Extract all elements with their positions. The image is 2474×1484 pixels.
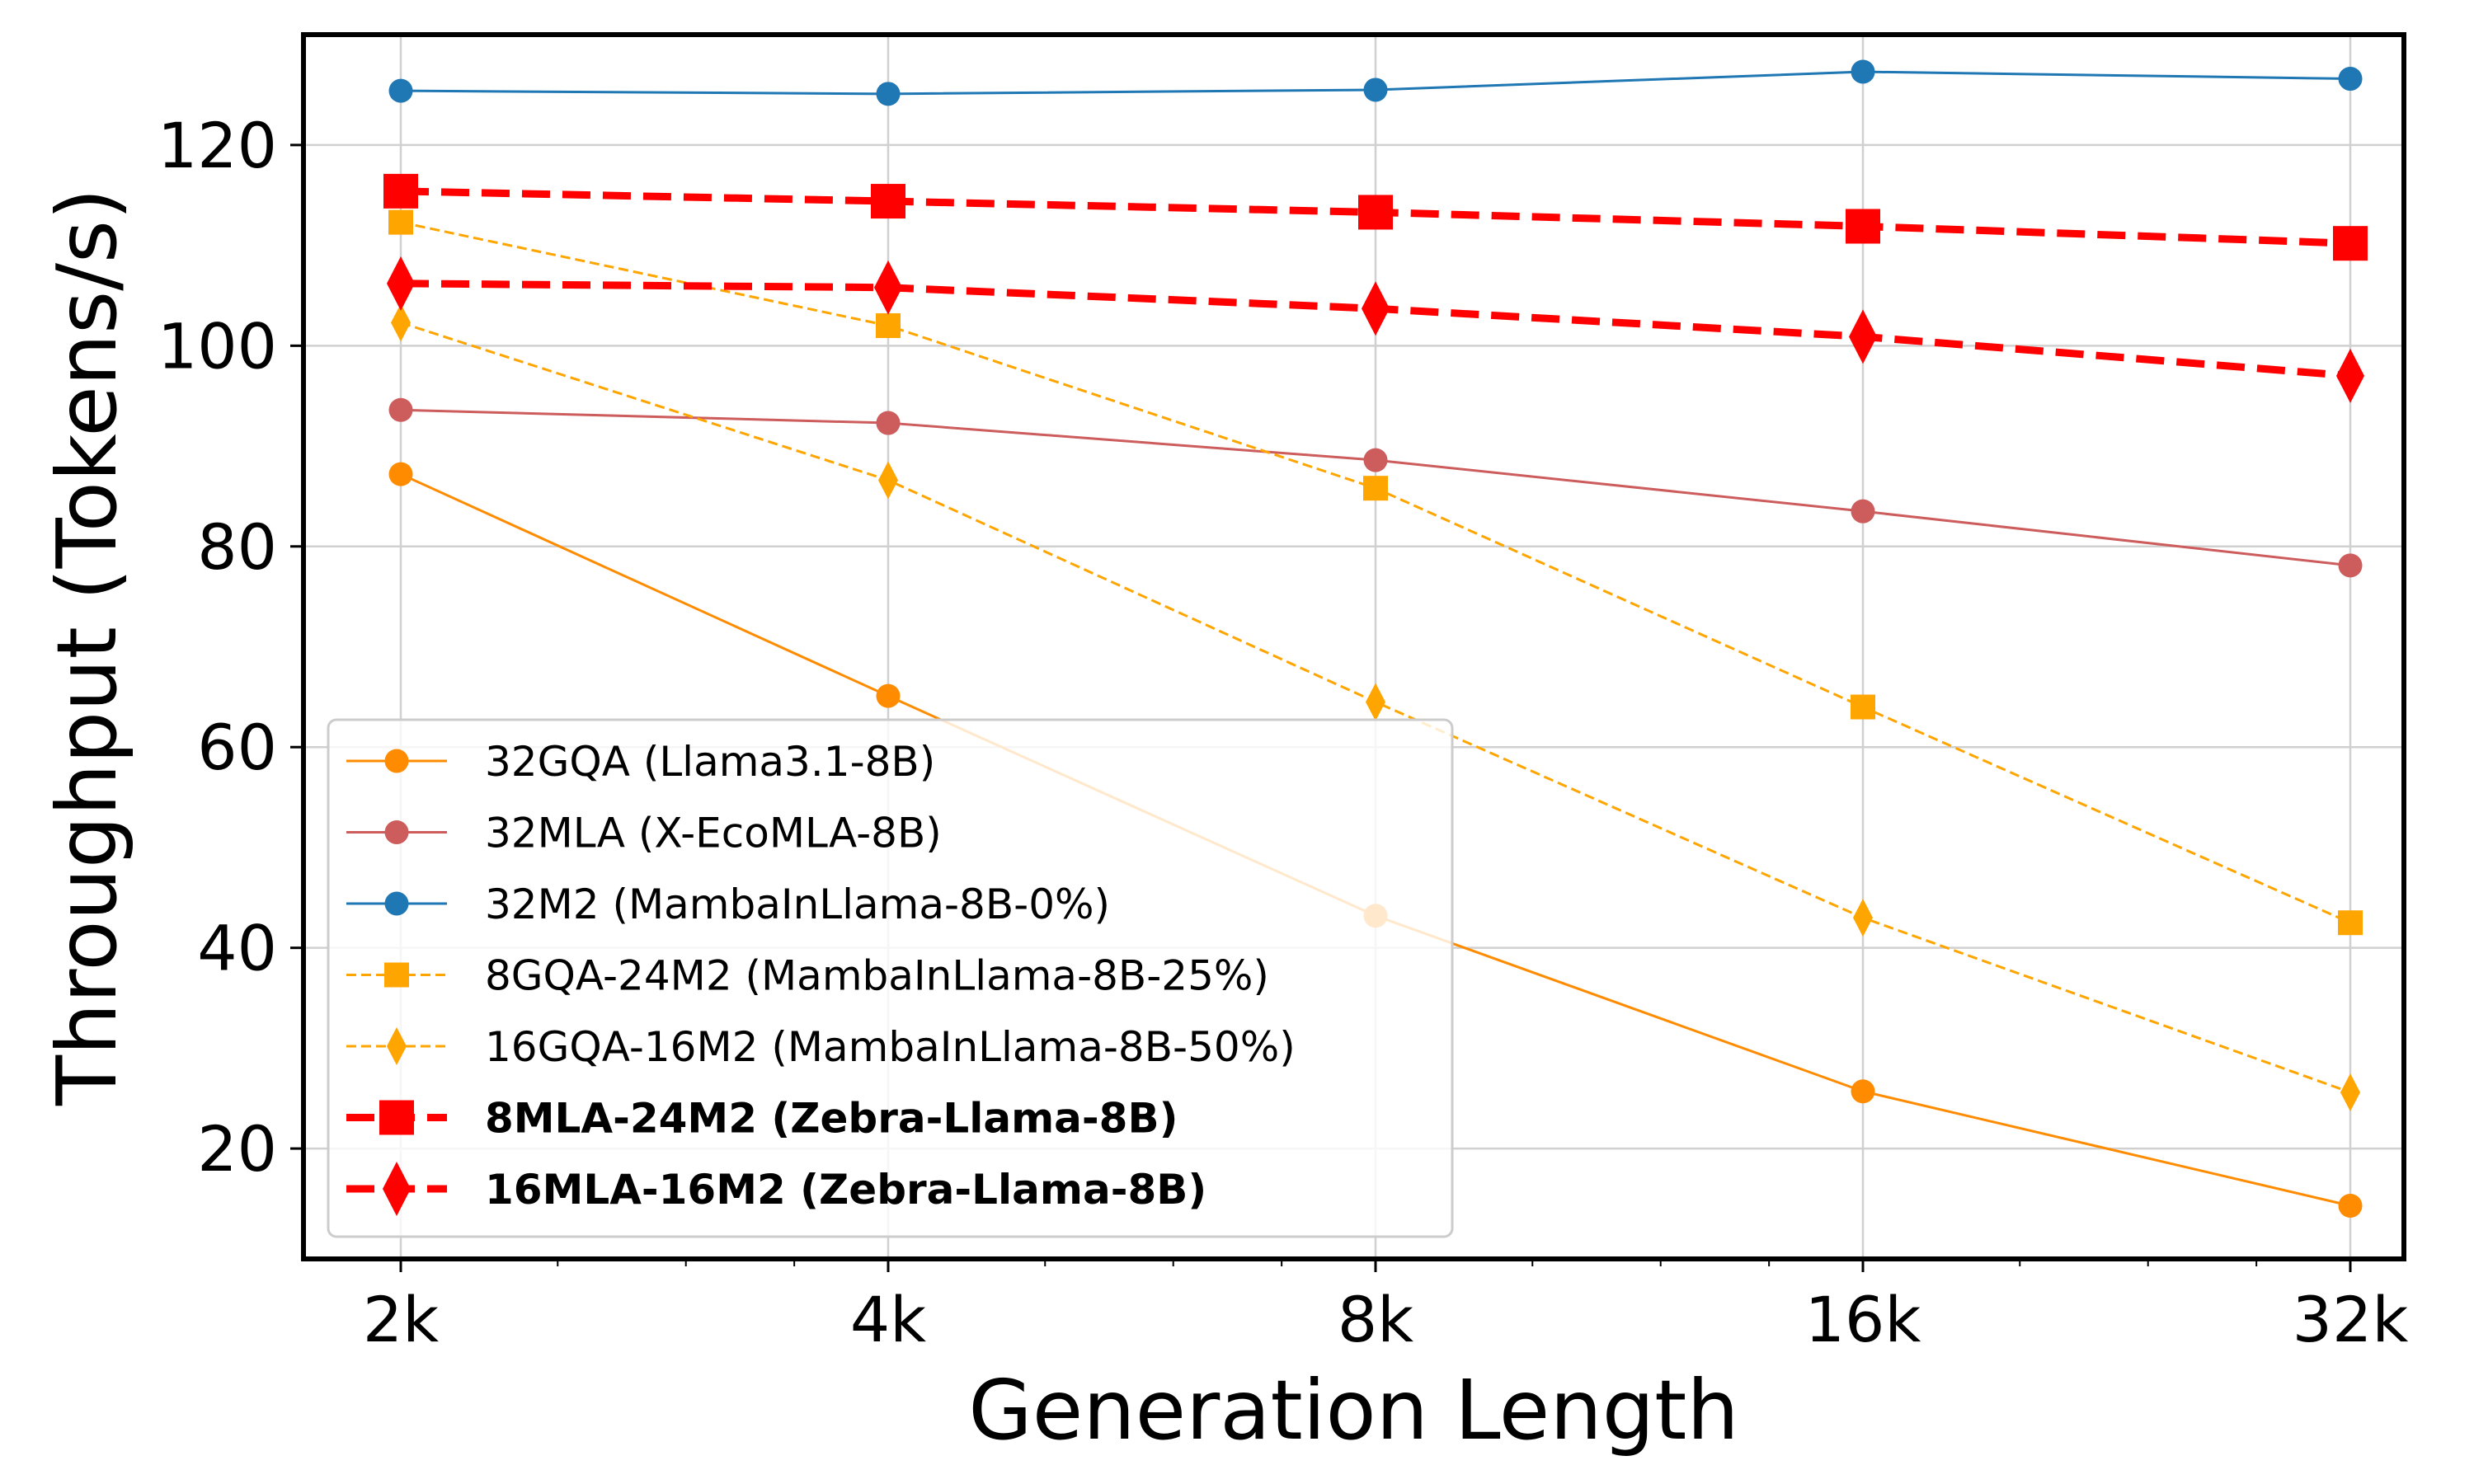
data-point	[876, 683, 901, 708]
legend-entry: 8MLA-24M2 (Zebra-Llama-8B)	[346, 1095, 1178, 1143]
series-6	[387, 256, 2364, 403]
data-point	[383, 173, 418, 209]
legend-label: 8MLA-24M2 (Zebra-Llama-8B)	[485, 1095, 1178, 1143]
legend-label: 32GQA (Llama3.1-8B)	[485, 738, 935, 786]
axis-ticks: 2k 4k 8k 16k 32k 20 40 60 80 100 120	[158, 109, 2408, 1356]
legend-box	[327, 718, 1454, 1238]
x-tick-label: 4k	[850, 1283, 926, 1356]
data-point	[1851, 1079, 1875, 1104]
series-2	[388, 59, 2363, 106]
data-point	[876, 312, 901, 338]
legend-entry: 8GQA-24M2 (MambaInLlama-8B-25%)	[346, 952, 1269, 1000]
x-tick-label: 32k	[2293, 1283, 2409, 1356]
y-axis-title: Throughput (Tokens/s)	[39, 188, 135, 1106]
data-point	[1363, 77, 1388, 102]
series-layer	[383, 59, 2368, 1218]
legend-entry: 16GQA-16M2 (MambaInLlama-8B-50%)	[346, 1023, 1296, 1071]
data-point	[876, 82, 901, 106]
data-point	[1849, 309, 1877, 364]
data-point	[1363, 448, 1388, 472]
y-tick-label: 80	[197, 510, 277, 584]
legend-entry: 16MLA-16M2 (Zebra-Llama-8B)	[346, 1162, 1206, 1216]
legend-marker	[379, 1100, 414, 1135]
x-tick-label: 8k	[1338, 1283, 1413, 1356]
data-point	[2338, 910, 2363, 936]
data-point	[878, 461, 898, 500]
y-tick-label: 120	[158, 109, 277, 182]
legend: 32GQA (Llama3.1-8B) 32MLA (X-EcoMLA-8B) 32…	[327, 718, 1454, 1238]
data-point	[1362, 281, 1390, 336]
data-point	[1853, 899, 1873, 937]
data-point	[388, 78, 413, 103]
series-4	[391, 303, 2360, 1111]
y-tick-label: 60	[197, 711, 277, 784]
legend-label: 8GQA-24M2 (MambaInLlama-8B-25%)	[485, 952, 1269, 1000]
legend-marker	[387, 1027, 407, 1065]
data-point	[388, 462, 413, 486]
y-tick-label: 40	[197, 912, 277, 985]
y-tick-label: 100	[158, 309, 277, 383]
legend-entry: 32GQA (Llama3.1-8B)	[346, 738, 935, 786]
data-point	[2336, 348, 2364, 403]
data-point	[1358, 195, 1393, 230]
legend-label: 32MLA (X-EcoMLA-8B)	[485, 810, 942, 857]
data-point	[388, 209, 413, 235]
data-point	[874, 260, 902, 315]
legend-marker	[384, 962, 409, 988]
data-point	[871, 184, 905, 219]
y-tick-label: 20	[197, 1112, 277, 1186]
series-3	[388, 209, 2363, 936]
legend-marker	[384, 820, 409, 844]
data-point	[2338, 1193, 2363, 1218]
data-point	[1851, 59, 1875, 84]
data-point	[2340, 1073, 2360, 1111]
data-point	[1851, 499, 1875, 524]
data-point	[387, 256, 415, 311]
data-point	[2338, 553, 2363, 578]
legend-marker	[383, 1162, 411, 1216]
data-point	[2333, 226, 2368, 261]
data-point	[388, 397, 413, 422]
legend-label: 16GQA-16M2 (MambaInLlama-8B-50%)	[485, 1023, 1296, 1071]
legend-label: 32M2 (MambaInLlama-8B-0%)	[485, 881, 1110, 928]
x-axis-title: Generation Length	[968, 1362, 1739, 1458]
x-tick-label: 2k	[363, 1283, 439, 1356]
series-1	[388, 397, 2363, 578]
legend-marker	[384, 891, 409, 916]
data-point	[2338, 67, 2363, 92]
data-point	[1366, 683, 1385, 721]
plot-frame	[301, 32, 2406, 1261]
data-point	[391, 303, 411, 342]
data-point	[876, 411, 901, 435]
legend-entry: 32MLA (X-EcoMLA-8B)	[346, 810, 942, 857]
legend-entry: 32M2 (MambaInLlama-8B-0%)	[346, 881, 1110, 928]
legend-marker	[384, 749, 409, 773]
data-point	[1846, 209, 1880, 244]
data-point	[1851, 694, 1875, 720]
series-5	[383, 173, 2368, 261]
data-point	[1363, 476, 1388, 501]
legend-label: 16MLA-16M2 (Zebra-Llama-8B)	[485, 1166, 1206, 1214]
x-tick-label: 16k	[1805, 1283, 1921, 1356]
